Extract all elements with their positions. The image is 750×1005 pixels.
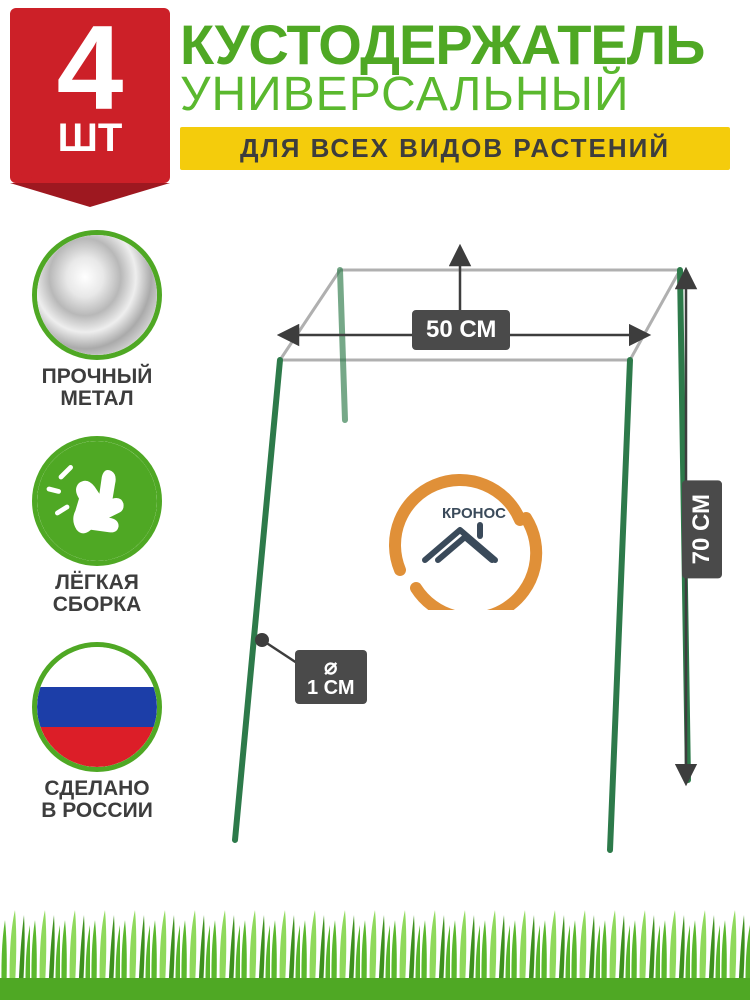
title-line2: УНИВЕРСАЛЬНЫЙ xyxy=(180,71,730,119)
metal-icon xyxy=(32,230,162,360)
logo-text: КРОНОС xyxy=(442,505,506,522)
quantity-value: 4 xyxy=(10,14,170,122)
features-column: ПРОЧНЫЙ МЕТАЛ ЛЁГКАЯ СБОРКА xyxy=(12,230,182,848)
infographic-container: 4 ШТ КУСТОДЕРЖАТЕЛЬ УНИВЕРСАЛЬНЫЙ ДЛЯ ВС… xyxy=(0,0,750,1000)
header: КУСТОДЕРЖАТЕЛЬ УНИВЕРСАЛЬНЫЙ ДЛЯ ВСЕХ ВИ… xyxy=(180,18,730,170)
dimension-height: 70 СМ xyxy=(682,480,722,578)
title-line1: КУСТОДЕРЖАТЕЛЬ xyxy=(180,18,730,71)
subtitle: ДЛЯ ВСЕХ ВИДОВ РАСТЕНИЙ xyxy=(240,133,670,163)
grass-footer xyxy=(0,890,750,1000)
subtitle-bar: ДЛЯ ВСЕХ ВИДОВ РАСТЕНИЙ xyxy=(180,127,730,170)
flag-icon xyxy=(32,642,162,772)
quantity-badge: 4 ШТ xyxy=(10,8,170,183)
feature-easy: ЛЁГКАЯ СБОРКА xyxy=(12,436,182,616)
quantity-unit: ШТ xyxy=(10,122,170,154)
feature-label: ЛЁГКАЯ СБОРКА xyxy=(12,572,182,616)
dimension-width: 50 СМ xyxy=(412,310,510,350)
feature-label: ПРОЧНЫЙ МЕТАЛ xyxy=(12,366,182,410)
feature-russia: СДЕЛАНО В РОССИИ xyxy=(12,642,182,822)
kronos-logo: КРОНОС xyxy=(370,470,550,610)
product-illustration: 50 СМ 70 СМ ⌀ 1 СМ КРОНОС xyxy=(210,220,720,860)
easy-icon xyxy=(32,436,162,566)
feature-label: СДЕЛАНО В РОССИИ xyxy=(12,778,182,822)
feature-metal: ПРОЧНЫЙ МЕТАЛ xyxy=(12,230,182,410)
dimension-diameter: ⌀ 1 СМ xyxy=(295,650,367,704)
